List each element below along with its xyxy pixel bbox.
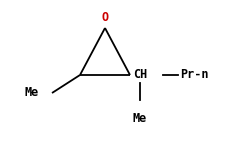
Text: Me: Me [25, 87, 39, 99]
Text: O: O [101, 11, 108, 24]
Text: Pr-n: Pr-n [179, 68, 208, 81]
Text: Me: Me [132, 112, 146, 125]
Text: CH: CH [132, 68, 147, 81]
